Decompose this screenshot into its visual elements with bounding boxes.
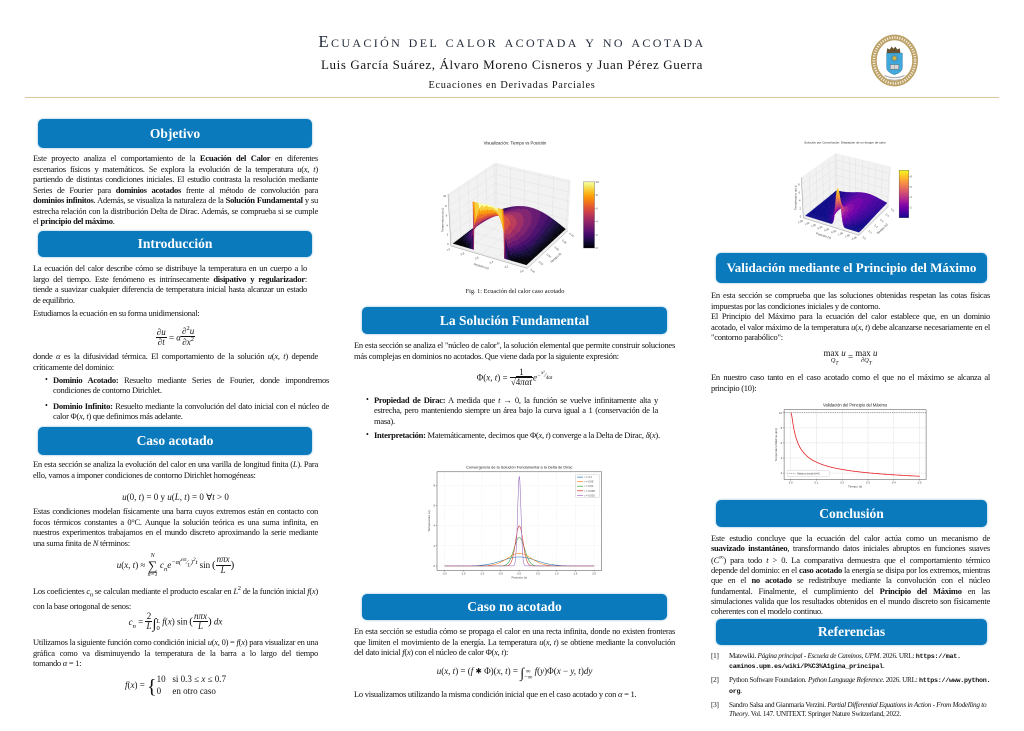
- svg-text:Tiempo (s): Tiempo (s): [876, 223, 889, 236]
- svg-text:1.0: 1.0: [446, 247, 451, 252]
- svg-text:t = 0.05: t = 0.05: [585, 480, 594, 484]
- svg-text:1.5: 1.5: [574, 572, 578, 576]
- svg-text:0.1: 0.1: [868, 229, 874, 235]
- svg-text:8: 8: [781, 426, 783, 430]
- svg-text:1.00: 1.00: [810, 222, 817, 228]
- svg-text:6: 6: [781, 441, 783, 445]
- svg-text:4: 4: [781, 456, 783, 460]
- svg-text:Tiempo (t): Tiempo (t): [549, 252, 562, 264]
- svg-text:0: 0: [434, 564, 436, 568]
- svg-text:4: 4: [446, 223, 448, 227]
- svg-text:6: 6: [446, 214, 448, 218]
- svg-text:0.8: 0.8: [460, 251, 465, 256]
- svg-text:0.0: 0.0: [519, 268, 524, 273]
- svg-text:Temperatura (u): Temperatura (u): [427, 510, 431, 531]
- svg-text:0.0: 0.0: [517, 572, 521, 576]
- svg-text:0.6: 0.6: [474, 255, 479, 260]
- svg-text:-1.00: -1.00: [837, 231, 844, 237]
- svg-text:2.00: 2.00: [797, 218, 804, 224]
- svg-text:0.06: 0.06: [554, 245, 561, 252]
- svg-text:8: 8: [434, 484, 436, 488]
- svg-text:Posición (x): Posición (x): [815, 231, 831, 240]
- svg-text:Temperatura Máxima u(x,t): Temperatura Máxima u(x,t): [774, 428, 778, 461]
- svg-text:-0.5: -0.5: [498, 572, 503, 576]
- svg-text:0.00: 0.00: [529, 268, 536, 275]
- svg-text:0: 0: [596, 246, 598, 250]
- svg-text:6: 6: [799, 191, 801, 195]
- svg-text:2: 2: [799, 207, 801, 211]
- svg-text:Solución por Convolución: Disi: Solución por Convolución: Disipación de …: [804, 141, 886, 145]
- svg-text:6: 6: [596, 206, 598, 210]
- svg-text:Tiempo (s): Tiempo (s): [848, 485, 862, 489]
- svg-text:2: 2: [596, 233, 598, 237]
- svg-text:0.0: 0.0: [862, 235, 868, 241]
- svg-text:10: 10: [596, 180, 599, 184]
- svg-text:0.4: 0.4: [892, 481, 896, 485]
- svg-text:0.4: 0.4: [885, 212, 891, 218]
- svg-text:-2.00: -2.00: [850, 235, 857, 241]
- svg-text:1.50: 1.50: [804, 220, 811, 226]
- svg-text:8: 8: [910, 175, 912, 179]
- svg-text:0.5: 0.5: [890, 207, 896, 213]
- svg-text:10: 10: [443, 194, 446, 198]
- svg-text:8: 8: [596, 193, 598, 197]
- svg-text:0.1: 0.1: [815, 481, 819, 485]
- svg-text:2: 2: [447, 233, 449, 237]
- svg-text:2.0: 2.0: [592, 572, 596, 576]
- svg-text:2: 2: [434, 544, 436, 548]
- svg-text:0.2: 0.2: [874, 223, 880, 229]
- svg-text:Convergencia de la Solución Fu: Convergencia de la Solución Fundamental …: [466, 465, 572, 470]
- svg-text:Máximo inicial (t=0): Máximo inicial (t=0): [797, 472, 820, 476]
- svg-text:0.4: 0.4: [489, 260, 494, 265]
- svg-text:4: 4: [434, 524, 436, 528]
- svg-text:8: 8: [445, 204, 447, 208]
- svg-text:0.5: 0.5: [918, 481, 922, 485]
- svg-text:6: 6: [434, 504, 436, 508]
- svg-text:0.08: 0.08: [561, 238, 568, 245]
- svg-text:0.3: 0.3: [879, 218, 885, 224]
- svg-text:4: 4: [799, 199, 801, 203]
- svg-text:0.0: 0.0: [789, 481, 793, 485]
- svg-text:t = 0.01: t = 0.01: [585, 484, 594, 488]
- svg-text:-0.50: -0.50: [830, 229, 837, 235]
- svg-text:0.00: 0.00: [823, 227, 830, 233]
- svg-text:8: 8: [798, 182, 800, 186]
- svg-text:6: 6: [910, 185, 912, 189]
- svg-text:2: 2: [910, 205, 912, 209]
- svg-text:2: 2: [781, 471, 783, 475]
- svg-text:0: 0: [447, 242, 449, 246]
- svg-text:0.02: 0.02: [538, 260, 545, 267]
- svg-text:Visualización: Tiempo vs Posic: Visualización: Tiempo vs Posición: [484, 141, 547, 146]
- svg-text:0.50: 0.50: [817, 225, 824, 231]
- svg-text:-2.0: -2.0: [442, 572, 447, 576]
- svg-text:0.5: 0.5: [536, 572, 540, 576]
- svg-text:4: 4: [910, 195, 912, 199]
- svg-text:Posición (x): Posición (x): [511, 576, 527, 580]
- svg-text:t = 0.1: t = 0.1: [585, 475, 593, 479]
- svg-text:Temperatura u(x,t): Temperatura u(x,t): [793, 185, 797, 210]
- svg-text:0.04: 0.04: [546, 252, 553, 259]
- svg-text:-1.0: -1.0: [480, 572, 485, 576]
- svg-text:t = 0.001: t = 0.001: [585, 493, 596, 497]
- svg-text:0.10: 0.10: [568, 232, 575, 239]
- svg-text:Posición (x): Posición (x): [473, 262, 489, 270]
- svg-text:-1.50: -1.50: [844, 233, 851, 239]
- svg-text:Temperatura u(x,t): Temperatura u(x,t): [440, 208, 444, 233]
- svg-text:10: 10: [779, 411, 782, 415]
- svg-text:-1.5: -1.5: [461, 572, 466, 576]
- svg-text:0.2: 0.2: [840, 481, 844, 485]
- svg-text:1.0: 1.0: [555, 572, 559, 576]
- svg-text:t = 0.005: t = 0.005: [585, 489, 596, 493]
- svg-text:0: 0: [800, 214, 802, 218]
- svg-text:Validación del Principio del M: Validación del Principio del Máximo: [823, 402, 888, 407]
- svg-text:4: 4: [596, 220, 598, 224]
- svg-text:0.3: 0.3: [866, 481, 870, 485]
- svg-text:0.2: 0.2: [504, 264, 509, 269]
